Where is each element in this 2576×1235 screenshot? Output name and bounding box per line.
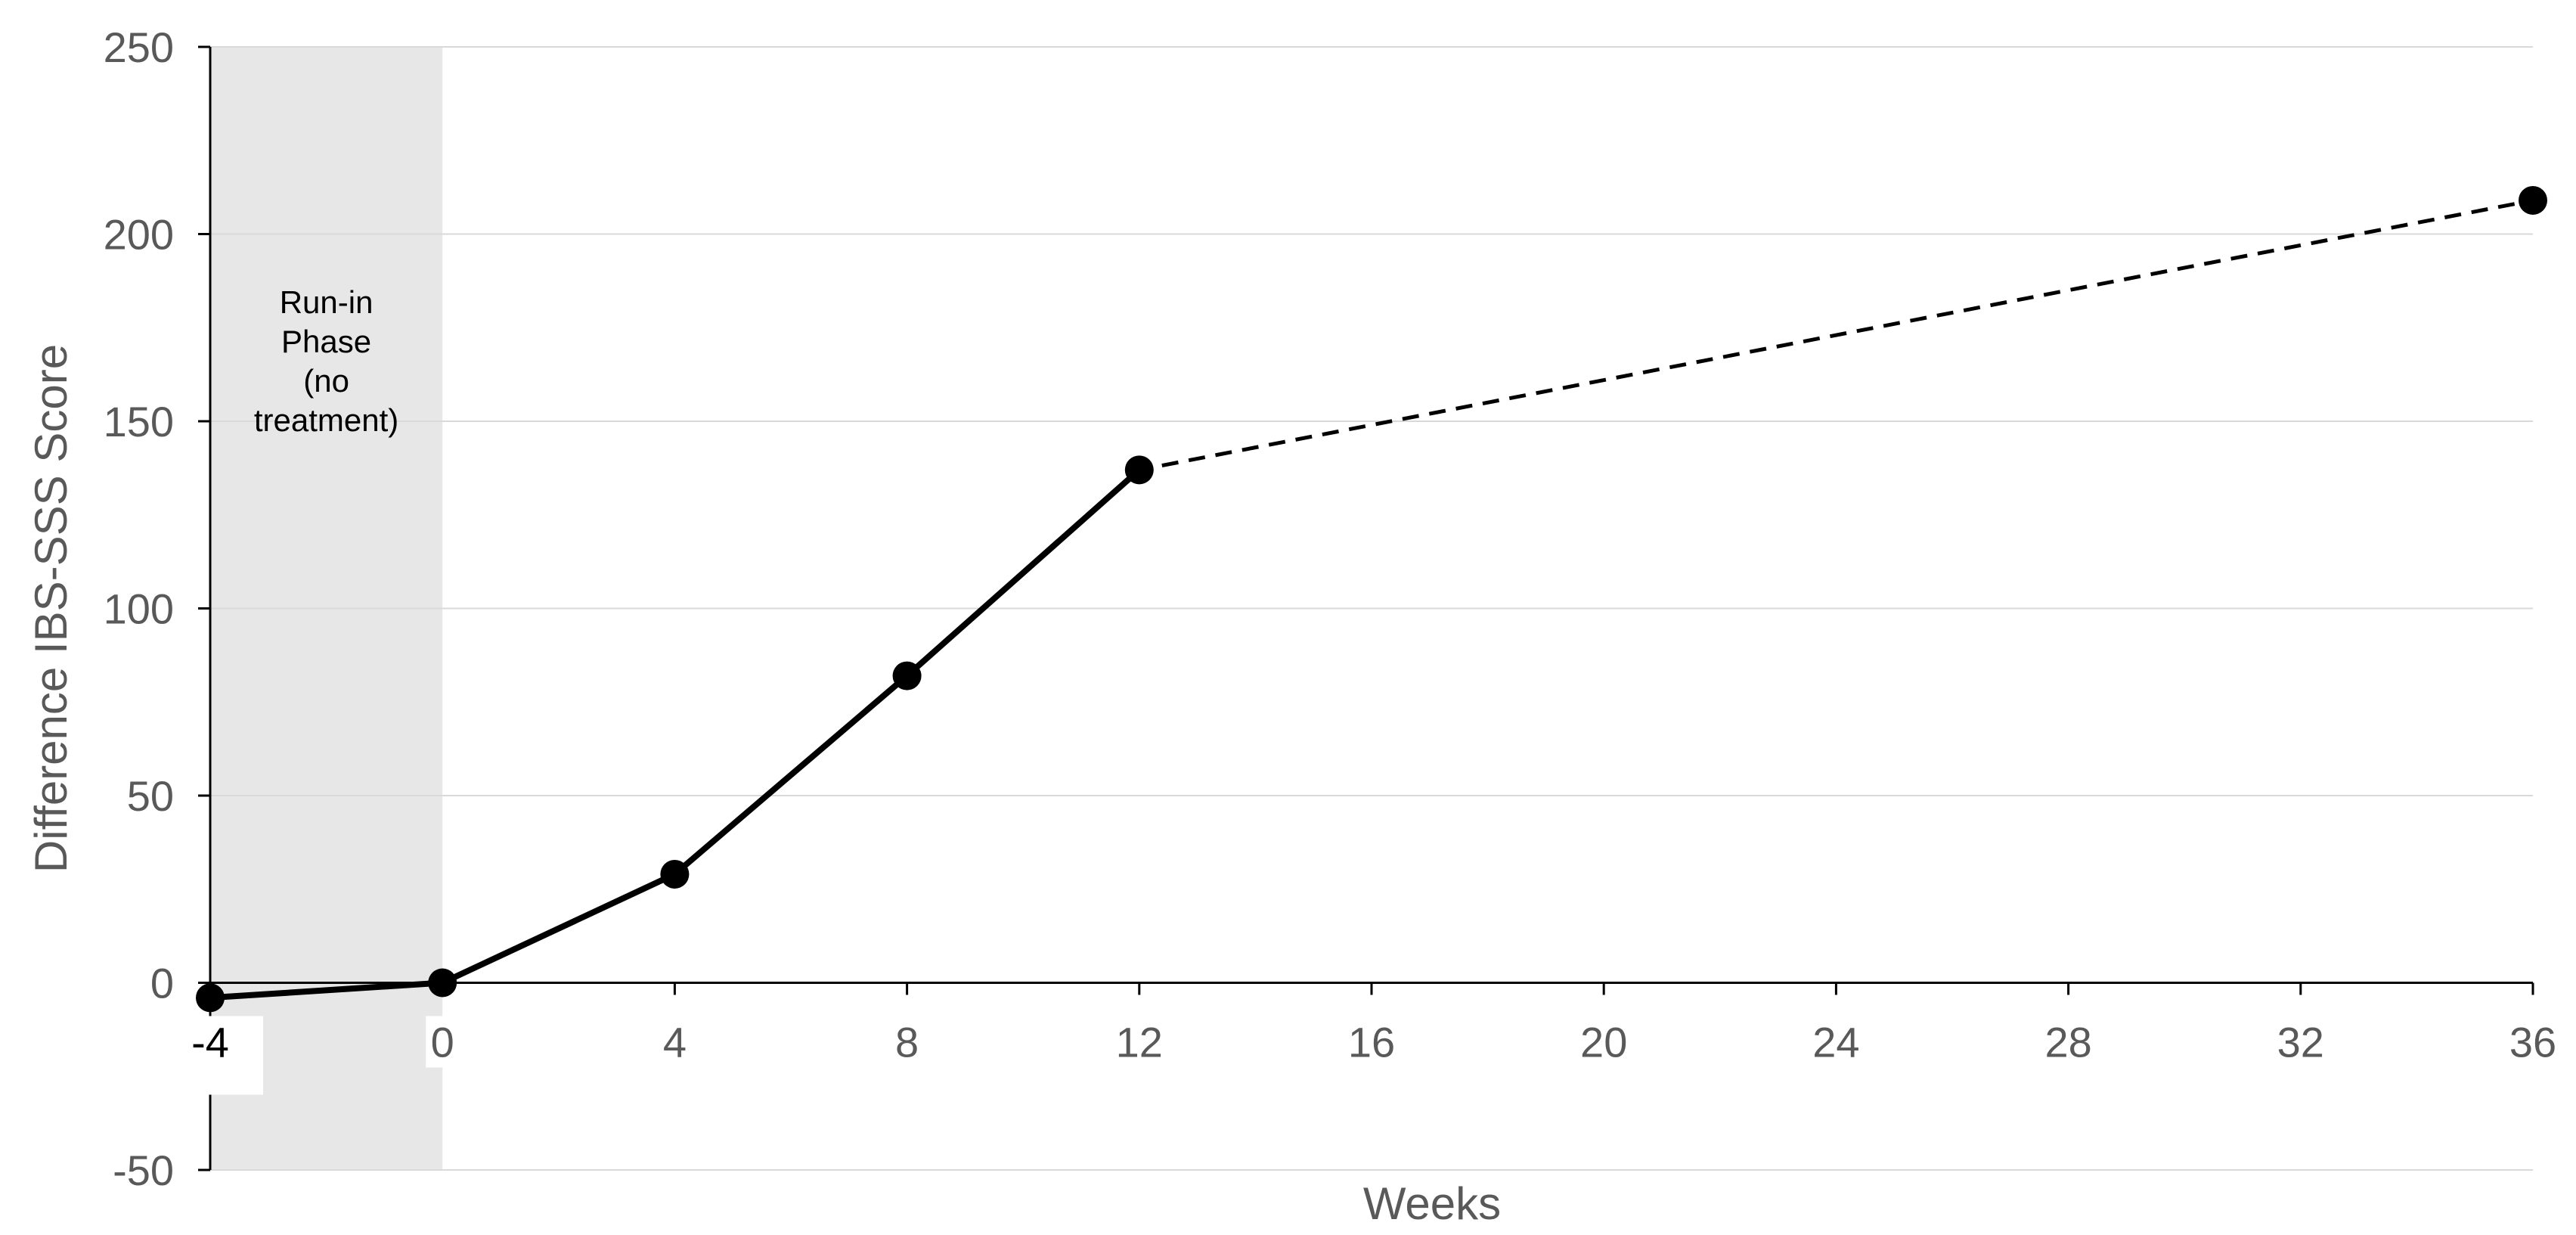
x-tick-label: 24 (1812, 1019, 1859, 1066)
gridlines (210, 46, 2533, 1171)
x-tick-label: 8 (895, 1019, 919, 1066)
x-tick-label: 4 (663, 1019, 687, 1066)
x-tick-label: 28 (2044, 1019, 2091, 1066)
data-point (428, 968, 457, 998)
y-axis-title: Difference IBS-SSS Score (26, 344, 76, 873)
x-tick-label: 32 (2277, 1019, 2324, 1066)
data-point (2519, 185, 2547, 215)
tick-label-background (195, 1016, 263, 1095)
data-points (196, 185, 2547, 1013)
run-in-phase-annotation: Run-in Phase (no treatment) (254, 284, 398, 438)
series-group (209, 198, 2534, 1001)
data-point (660, 859, 690, 889)
x-axis-title: Weeks (1363, 1178, 1501, 1229)
x-tick-label: 0 (431, 1019, 454, 1066)
x-tick-label: 12 (1116, 1019, 1163, 1066)
x-tick-label: 16 (1348, 1019, 1395, 1066)
y-tick-label: 150 (104, 398, 174, 445)
y-tick-label: 250 (104, 23, 174, 71)
y-tick-label: 100 (104, 585, 174, 633)
y-tick-label: 200 (104, 211, 174, 259)
tick-labels: -50 0 50 100 150 200 250 -4 0 4 8 12 16 20 24 28 32 36 (104, 23, 2557, 1194)
axes (198, 45, 2534, 1171)
data-point (892, 661, 922, 690)
tick-label-background (426, 1016, 460, 1068)
series-line-dashed (1161, 198, 2534, 468)
y-tick-label: 50 (127, 772, 174, 820)
x-tick-label: 36 (2509, 1019, 2556, 1066)
x-tick-label: -4 (191, 1019, 229, 1066)
data-point (1124, 455, 1154, 485)
data-point (196, 983, 225, 1013)
y-tick-label: 0 (150, 960, 174, 1007)
x-tick-label: 20 (1580, 1019, 1627, 1066)
y-tick-label: -50 (113, 1147, 174, 1194)
